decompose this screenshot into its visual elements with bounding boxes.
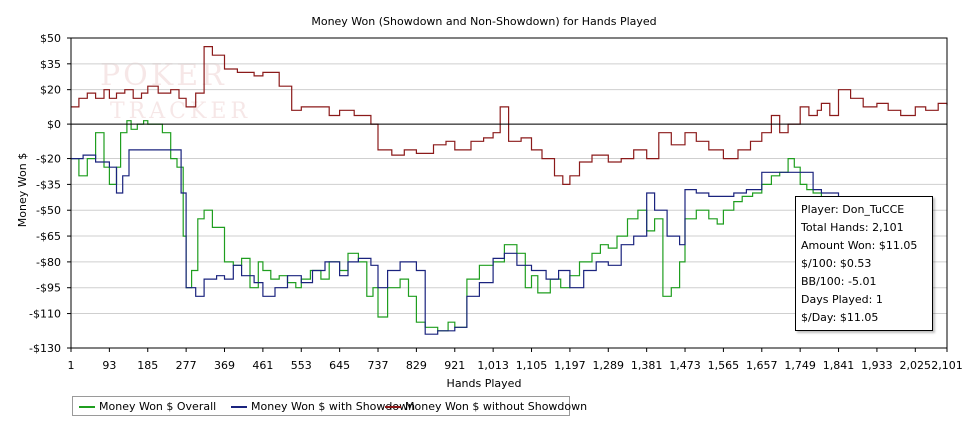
legend: Money Won $ Overall Money Won $ with Sho…: [72, 396, 587, 416]
x-tick-label: 277: [176, 359, 197, 372]
y-tick-label: -$95: [36, 282, 61, 295]
x-tick-label: 921: [444, 359, 465, 372]
legend-label: Money Won $ Overall: [99, 400, 217, 413]
x-tick-label: 829: [406, 359, 427, 372]
y-tick-label: -$110: [29, 308, 61, 321]
x-tick-label: 1,565: [708, 359, 740, 372]
legend-label: Money Won $ without Showdown: [405, 400, 588, 413]
axes: $50 $35 $20 $0 -$20 -$35 -$50 -$65 -$80 -$95 -$110…: [29, 32, 963, 372]
plot-frame: [70, 37, 948, 349]
x-tick-label: 1,841: [823, 359, 855, 372]
series-layer: [71, 46, 948, 335]
x-tick-label: 553: [291, 359, 312, 372]
y-tick-label: $0: [47, 118, 61, 131]
series-overall-line: [71, 120, 839, 332]
y-tick-label: -$130: [29, 342, 61, 355]
legend-swatch-overall: [79, 405, 95, 408]
x-tick-label: 1: [68, 359, 75, 372]
x-tick-label: 1,105: [516, 359, 548, 372]
y-tick-label: -$35: [36, 178, 61, 191]
legend-item-non-showdown: Money Won $ without Showdown: [385, 400, 587, 413]
y-axis-label: Money Won $: [16, 153, 29, 227]
chart-title: Money Won (Showdown and Non-Showdown) fo…: [311, 15, 656, 28]
x-tick-label: 369: [214, 359, 235, 372]
series-non-showdown-line: [71, 46, 948, 185]
x-tick-label: 185: [137, 359, 158, 372]
x-tick-label: 1,749: [784, 359, 816, 372]
bb-per-100: BB/100: -5.01: [801, 275, 877, 288]
x-tick-label: 737: [368, 359, 389, 372]
total-hands: Total Hands: 2,101: [801, 221, 904, 234]
legend-item-showdown: Money Won $ with Showdown: [231, 400, 415, 413]
dollars-per-day: $/Day: $11.05: [801, 311, 879, 324]
y-tick-label: -$50: [36, 204, 61, 217]
player-stats-box: Player: Don_TuCCE Total Hands: 2,101 Amo…: [795, 196, 933, 331]
x-tick-label: 1,013: [477, 359, 509, 372]
x-tick-label: 461: [252, 359, 273, 372]
x-tick-label: 2,025: [900, 359, 932, 372]
x-tick-label: 1,289: [593, 359, 625, 372]
y-tick-label: -$80: [36, 256, 61, 269]
dollars-per-100: $/100: $0.53: [801, 257, 872, 270]
x-tick-label: 93: [102, 359, 116, 372]
x-tick-label: 2,101: [931, 359, 963, 372]
svg-text:POKER: POKER: [100, 58, 227, 93]
x-axis-label: Hands Played: [447, 377, 522, 390]
days-played: Days Played: 1: [801, 293, 883, 306]
y-tick-label: -$65: [36, 230, 61, 243]
svg-text:TRACKER: TRACKER: [110, 99, 251, 124]
legend-swatch-showdown: [231, 405, 247, 408]
legend-item-overall: Money Won $ Overall: [79, 400, 216, 413]
y-tick-label: -$20: [36, 153, 61, 166]
x-tick-label: 1,657: [746, 359, 778, 372]
x-tick-label: 1,473: [669, 359, 701, 372]
y-tick-label: $20: [40, 84, 61, 97]
x-tick-label: 1,933: [861, 359, 893, 372]
pokertracker-watermark: POKER TRACKER: [100, 58, 251, 124]
x-tick-label: 1,197: [554, 359, 586, 372]
legend-label: Money Won $ with Showdown: [251, 400, 416, 413]
series-showdown-line: [71, 149, 840, 335]
player-name: Player: Don_TuCCE: [801, 203, 905, 216]
amount-won: Amount Won: $11.05: [801, 239, 918, 252]
y-tick-label: $35: [40, 58, 61, 71]
x-tick-label: 1,381: [631, 359, 663, 372]
y-tick-label: $50: [40, 32, 61, 45]
x-tick-label: 645: [329, 359, 350, 372]
legend-swatch-non-showdown: [385, 405, 401, 408]
